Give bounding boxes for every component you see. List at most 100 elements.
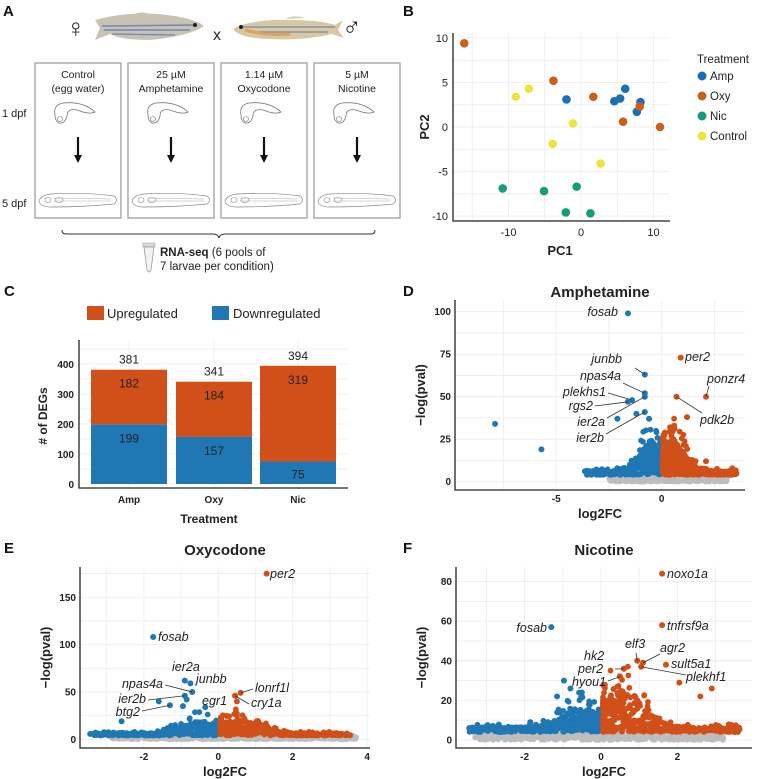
point-down: [589, 726, 596, 733]
point-up: [626, 728, 633, 735]
gene-elf3: elf3: [625, 637, 645, 664]
point-ns: [542, 733, 548, 739]
point-down: [643, 427, 649, 434]
point-up: [718, 728, 725, 735]
cross-symbol: x: [213, 27, 221, 44]
point-up: [660, 445, 666, 452]
point-down: [628, 468, 634, 475]
legend-label-oxy: Oxy: [710, 91, 731, 103]
point-up: [668, 437, 675, 443]
point-down: [637, 471, 644, 478]
point-down: [640, 438, 646, 445]
point-up: [601, 710, 607, 717]
gene-btg2: btg2: [116, 702, 173, 719]
point-up: [661, 429, 668, 436]
condition-name: Nicotine: [338, 83, 376, 95]
female-fish-image: [95, 12, 204, 41]
point-down: [577, 706, 584, 713]
point-up: [723, 469, 730, 476]
point-up: [288, 732, 295, 739]
pca-xlabel: PC1: [547, 243, 572, 258]
point-ns: [558, 733, 565, 740]
point-down: [565, 710, 572, 716]
point-down: [648, 457, 654, 464]
bar-downregulated-amp: [91, 424, 167, 484]
pca-xtick-label: 10: [647, 227, 659, 239]
gene-ier2b: ier2b: [576, 409, 648, 445]
panel-e-volcano-oxycodone: Oxycodone-2 0 2 4050100150log2FC−log(pval)p…: [38, 542, 370, 779]
xtick-label: 2: [290, 752, 296, 763]
volcano-grid: [80, 567, 370, 748]
point-up: [682, 724, 688, 731]
legend-label-downregulated: Downregulated: [233, 306, 320, 321]
point-up: [644, 727, 651, 734]
pca-point-nic: [586, 209, 595, 218]
point-up: [680, 431, 687, 438]
point-up: [684, 446, 691, 452]
point-up: [225, 726, 232, 733]
point-ns: [482, 736, 489, 742]
point-up: [667, 424, 674, 431]
xtick-label: 0: [659, 494, 665, 505]
point-down: [647, 426, 654, 433]
gene-label: npas4a: [580, 369, 621, 383]
point-down: [92, 729, 99, 736]
pca-point-nic: [498, 184, 508, 193]
point-down: [595, 723, 602, 730]
point-ns: [257, 735, 263, 741]
point-down: [492, 420, 499, 427]
labeled-point: [659, 570, 666, 577]
point-down: [652, 451, 659, 458]
point-down: [580, 725, 587, 732]
point-down: [595, 709, 602, 716]
condition-name: Oxycodone: [237, 83, 290, 95]
point-up: [625, 672, 632, 679]
point-up: [608, 701, 614, 707]
point-down: [474, 721, 481, 728]
point-ns: [720, 735, 727, 742]
point-down: [628, 457, 635, 464]
leader-line: [234, 695, 250, 705]
point-ns: [637, 477, 644, 483]
point-up: [234, 713, 240, 719]
point-down: [578, 720, 585, 727]
ytick-label: 60: [441, 617, 453, 628]
ytick-label: 40: [441, 656, 453, 667]
embryo-1dpf-drawing: [147, 102, 189, 124]
xtick-label: -2: [139, 752, 148, 763]
ytick-label: 50: [65, 687, 77, 698]
labeled-point: [202, 704, 209, 711]
point-up: [650, 725, 657, 732]
gene-label: ponzr4: [706, 372, 745, 386]
point-up: [667, 719, 674, 726]
point-down: [654, 434, 661, 441]
volcano-xlabel: log2FC: [203, 764, 248, 779]
legend-label-control: Control: [710, 131, 747, 143]
gene-lonrf1l: lonrf1l: [237, 681, 290, 696]
labeled-point: [187, 680, 194, 687]
point-up: [234, 723, 241, 730]
point-down: [492, 726, 499, 733]
pca-point-oxy: [549, 76, 558, 86]
point-up: [666, 445, 673, 452]
point-down: [192, 709, 198, 716]
volcano-title: Nicotine: [574, 542, 633, 559]
point-up: [666, 453, 672, 460]
point-down: [204, 711, 211, 718]
stage-label-1dpf: 1 dpf: [2, 108, 27, 120]
point-up: [620, 691, 627, 698]
legend-label-amp: Amp: [710, 71, 734, 83]
point-down: [125, 732, 132, 739]
gene-label: rgs2: [569, 399, 593, 413]
point-up: [681, 438, 688, 445]
point-down: [578, 716, 585, 723]
gene-hyou1: hyou1: [572, 673, 624, 689]
point-up: [671, 415, 678, 422]
gene-fosab: fosab: [587, 305, 631, 319]
point-down: [530, 728, 537, 735]
ytick-label: 150: [59, 593, 76, 604]
gene-label: junbb: [194, 672, 227, 686]
pca-point-amp: [562, 95, 571, 104]
gene-noxo1a: noxo1a: [659, 567, 708, 581]
